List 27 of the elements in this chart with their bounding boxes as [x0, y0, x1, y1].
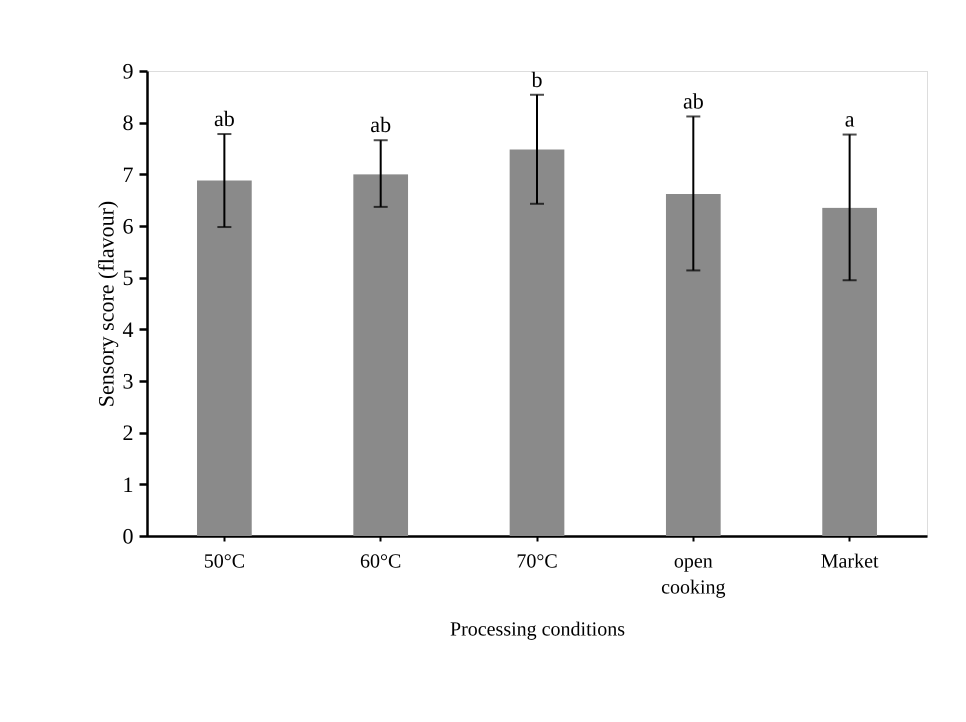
y-tick-label: 8	[122, 110, 134, 136]
bar	[353, 174, 408, 536]
y-tick-label: 2	[122, 420, 134, 446]
y-tick-label: 0	[122, 524, 134, 548]
bar	[197, 180, 252, 536]
annotation: b	[532, 66, 542, 92]
annotation: ab	[370, 112, 392, 138]
y-tick-label: 5	[122, 265, 134, 290]
annotation: ab	[214, 106, 235, 132]
bar	[510, 150, 564, 536]
bar	[822, 208, 877, 536]
x-tick-label: 60°C	[360, 550, 402, 572]
x-tick-label: open cooking	[661, 550, 726, 598]
y-tick-label: 7	[122, 162, 134, 187]
annotation: a	[844, 106, 855, 132]
y-tick-label: 1	[122, 472, 134, 497]
y-tick-label: 4	[122, 316, 134, 342]
x-tick-label: Market	[820, 550, 879, 572]
y-tick-label: 9	[122, 58, 134, 84]
y-axis-title: Sensory score (flavour)	[94, 200, 118, 408]
x-tick-label: 50°C	[204, 550, 246, 572]
annotation: ab	[682, 88, 704, 114]
bar	[666, 194, 721, 536]
x-axis-title: Processing conditions	[450, 618, 626, 640]
x-tick-label: 70°C	[516, 550, 558, 572]
y-tick-label: 3	[122, 368, 134, 394]
y-tick-label: 6	[122, 214, 134, 238]
